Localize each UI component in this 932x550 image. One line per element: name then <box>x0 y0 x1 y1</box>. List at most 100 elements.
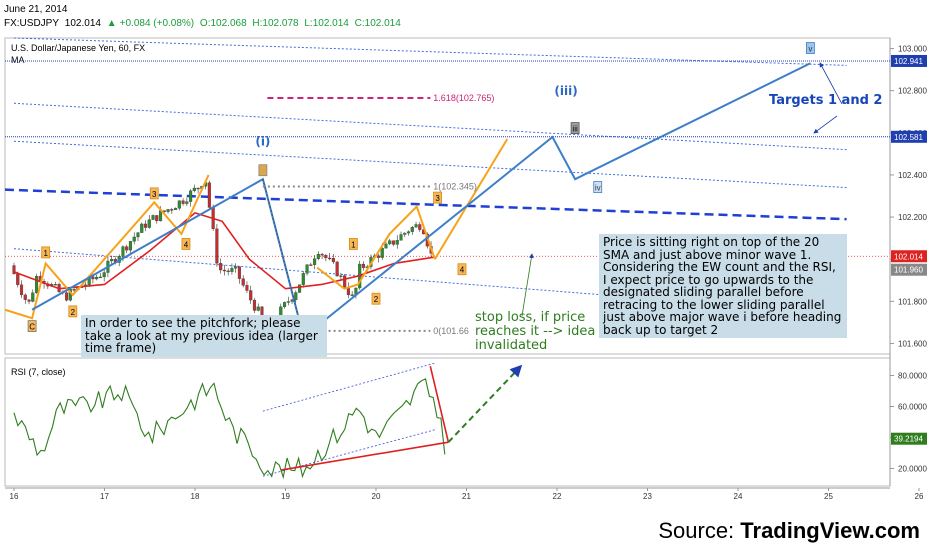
rsi-tick-label: 20.0000 <box>898 465 927 474</box>
minor-wave-1b-label: 1 <box>351 240 356 249</box>
candle-body <box>207 182 211 208</box>
minor-wave-3b-label: 3 <box>435 194 440 203</box>
candle-body <box>132 236 136 242</box>
candle-body <box>174 208 178 210</box>
candle-body <box>313 258 317 265</box>
candle-body <box>196 187 200 190</box>
candle-body <box>380 247 384 258</box>
major-wave-iii-label: (iii) <box>554 84 577 98</box>
change-value: +0.084 (+0.08%) <box>119 18 195 29</box>
candle-body <box>414 224 418 228</box>
candle-body <box>399 234 403 241</box>
candle-body <box>339 275 343 277</box>
candle-body <box>376 255 381 258</box>
candle-body <box>31 292 35 302</box>
rsi-projection-arrow <box>447 364 523 443</box>
candle-body <box>252 299 257 311</box>
x-tick-label: 23 <box>643 492 652 501</box>
candle-body <box>128 241 133 251</box>
candle-body <box>388 240 392 245</box>
minor-wave-line <box>433 138 509 260</box>
price-label-box <box>891 250 927 263</box>
candle-body <box>12 265 16 275</box>
candle-body <box>294 292 298 300</box>
channel-line <box>4 188 847 221</box>
last-price: 102.014 <box>64 18 101 29</box>
minor-wave-4b-label: 4 <box>460 266 465 275</box>
target-1-arrow <box>813 115 838 134</box>
candle-body <box>181 200 185 204</box>
minor-wave-4b-label-box <box>457 263 467 276</box>
x-tick-label: 20 <box>372 492 381 501</box>
high-value: H:102.078 <box>252 18 299 29</box>
price-tick-label: 102.400 <box>898 171 927 180</box>
rsi-line <box>13 378 446 480</box>
x-tick-label: 16 <box>10 492 19 501</box>
price-tick-label: 102.200 <box>898 213 927 222</box>
stop-loss-note: stop loss, if price reaches it --> idea … <box>475 310 596 353</box>
candle-body <box>19 284 24 296</box>
x-tick-label: 19 <box>281 492 290 501</box>
candle-body <box>219 263 223 271</box>
wave-i-marker-box <box>258 164 268 177</box>
candle-body <box>125 246 129 251</box>
rsi-upper-channel <box>262 362 435 412</box>
candle-body <box>166 209 170 212</box>
candle-body <box>143 223 148 228</box>
target-2-arrow <box>819 62 843 105</box>
candle-body <box>245 285 249 291</box>
rsi-pane-frame <box>4 357 891 487</box>
candle-body <box>286 301 290 303</box>
major-wave-line <box>31 62 811 339</box>
wave-iii-box-label-box <box>570 122 580 134</box>
minor-wave-2b-label: 2 <box>374 295 379 304</box>
chart-title: U.S. Dollar/Japanese Yen, 60, FX <box>11 43 145 53</box>
sliding-parallel-line <box>13 37 847 66</box>
x-tick-label: 25 <box>824 492 833 501</box>
wave-iv-box-label: iv <box>595 184 601 193</box>
minor-wave-1-label: 1 <box>43 249 48 258</box>
chart-svg[interactable]: U.S. Dollar/Japanese Yen, 60, FX MA RSI … <box>2 36 930 506</box>
chart-area[interactable]: U.S. Dollar/Japanese Yen, 60, FX MA RSI … <box>2 36 930 506</box>
candle-body <box>361 263 365 268</box>
minor-wave-3-label: 3 <box>152 190 157 199</box>
candle-body <box>72 289 76 291</box>
candle-body <box>384 243 388 249</box>
sliding-parallel-line <box>13 248 847 315</box>
sma-20-line <box>13 211 435 290</box>
close-value: C:102.014 <box>354 18 401 29</box>
symbol-label[interactable]: FX:USDJPY <box>4 18 60 29</box>
price-label-box <box>891 263 927 276</box>
sliding-parallel-line <box>13 102 847 151</box>
candle-body <box>391 240 396 245</box>
wave-iii-box-label: iii <box>572 125 578 134</box>
candle-body <box>418 224 422 230</box>
rsi-tick-label: 80.0000 <box>898 372 927 381</box>
pitchfork-note: In order to see the pitchfork; please ta… <box>81 315 327 357</box>
candle-body <box>155 215 159 222</box>
candle-body <box>309 264 313 266</box>
price-tick-label: 103.000 <box>898 45 927 54</box>
chart-date: June 21, 2014 <box>4 4 68 15</box>
candle-body <box>91 276 95 280</box>
candle-body <box>151 215 155 220</box>
minor-wave-1-label-box <box>41 246 51 259</box>
minor-wave-line <box>316 204 436 290</box>
price-label-text: 102.581 <box>894 133 923 142</box>
stop-loss-arrow <box>521 253 534 317</box>
fib-level-label: 0(101.66 <box>433 326 469 336</box>
candle-body <box>410 227 414 232</box>
candle-body <box>140 223 144 233</box>
price-label-text: 102.941 <box>894 57 923 66</box>
candle-body <box>110 258 114 262</box>
minor-wave-1b-label-box <box>348 238 358 250</box>
candle-body <box>230 268 234 272</box>
candle-body <box>249 290 253 301</box>
price-tick-label: 101.800 <box>898 297 927 306</box>
candle-body <box>34 276 39 293</box>
price-tick-label: 102.800 <box>898 87 927 96</box>
x-tick-label: 21 <box>462 492 471 501</box>
price-label-text: 102.014 <box>894 252 923 261</box>
minor-wave-2b-label-box <box>371 292 381 305</box>
wave-c-label: C <box>29 323 35 332</box>
